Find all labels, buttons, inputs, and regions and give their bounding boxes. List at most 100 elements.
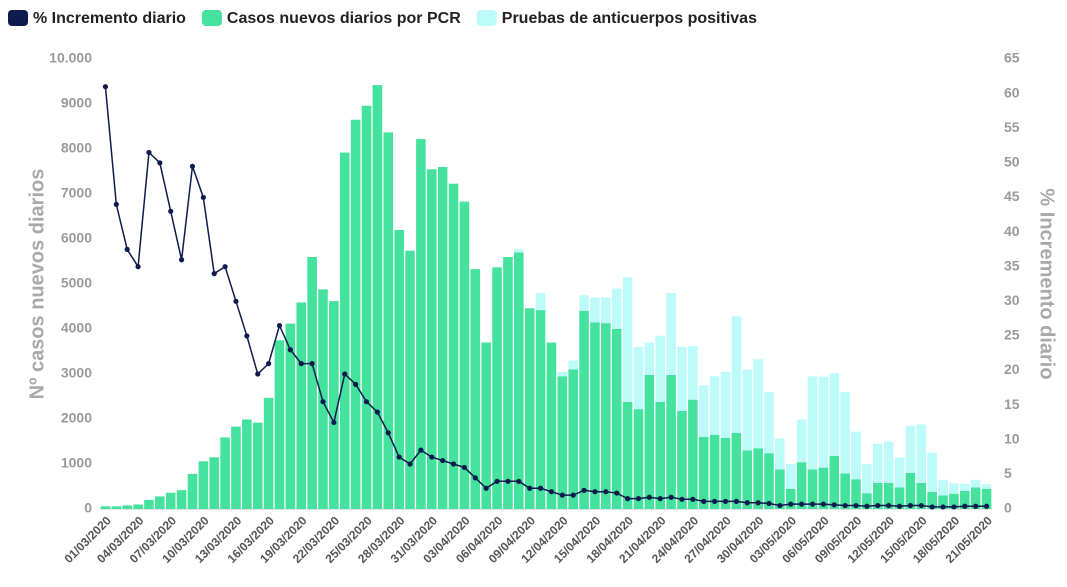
line-point bbox=[592, 489, 598, 495]
bar bbox=[133, 504, 143, 509]
line-point bbox=[809, 501, 816, 507]
legend-swatch bbox=[8, 10, 28, 26]
y2-tick-label: 65 bbox=[1004, 50, 1020, 66]
bar bbox=[927, 452, 937, 492]
bar bbox=[862, 464, 872, 494]
bar bbox=[916, 424, 927, 483]
bar bbox=[274, 340, 285, 509]
bar bbox=[785, 488, 796, 509]
bar bbox=[372, 85, 383, 509]
bar bbox=[155, 496, 165, 509]
y-tick-label: 5000 bbox=[61, 275, 92, 291]
bar bbox=[590, 297, 600, 323]
legend-swatch bbox=[476, 10, 497, 26]
bar bbox=[938, 495, 948, 509]
bar bbox=[416, 139, 426, 509]
bar bbox=[753, 448, 763, 509]
bar bbox=[905, 425, 916, 473]
y-tick-label: 0 bbox=[84, 500, 92, 516]
bar bbox=[514, 252, 524, 509]
line-point bbox=[603, 489, 609, 495]
bar bbox=[165, 492, 176, 509]
bar bbox=[524, 308, 535, 509]
bar bbox=[731, 316, 742, 433]
bar bbox=[633, 409, 644, 509]
line-point bbox=[472, 475, 478, 481]
line-point bbox=[331, 419, 337, 426]
bar bbox=[949, 493, 959, 509]
bar bbox=[970, 479, 981, 488]
bar bbox=[611, 288, 622, 329]
line-point bbox=[157, 160, 163, 166]
line-point bbox=[309, 361, 315, 367]
line-point bbox=[298, 361, 304, 367]
bar bbox=[883, 482, 894, 509]
bar bbox=[785, 464, 796, 489]
bar bbox=[775, 438, 785, 470]
y2-tick-label: 15 bbox=[1004, 396, 1020, 412]
bar bbox=[329, 301, 339, 509]
legend-label: Casos nuevos diarios por PCR bbox=[227, 10, 461, 27]
bar bbox=[742, 450, 753, 509]
line-point bbox=[864, 503, 870, 509]
y-tick-label: 3000 bbox=[61, 365, 92, 381]
line-point bbox=[635, 496, 642, 502]
y-tick-label: 2000 bbox=[61, 410, 92, 426]
bar bbox=[742, 369, 753, 451]
line-point bbox=[211, 271, 217, 277]
bar bbox=[829, 373, 840, 456]
bar bbox=[601, 297, 611, 324]
y2-tick-label: 5 bbox=[1004, 465, 1012, 481]
line-point bbox=[831, 502, 837, 508]
line-point bbox=[929, 504, 935, 510]
bar bbox=[927, 491, 937, 509]
line-point bbox=[614, 490, 620, 496]
bar bbox=[905, 473, 916, 509]
line-point bbox=[570, 492, 576, 498]
bar bbox=[514, 248, 524, 253]
bar bbox=[579, 311, 589, 509]
bar bbox=[111, 506, 122, 509]
bar bbox=[666, 293, 676, 375]
bar bbox=[644, 374, 655, 509]
bar bbox=[818, 467, 829, 509]
bar bbox=[100, 506, 111, 509]
bar bbox=[263, 397, 274, 509]
y-tick-label: 1000 bbox=[61, 455, 92, 471]
y2-axis-title: % Incremento diario bbox=[1036, 188, 1058, 379]
line-point bbox=[287, 347, 293, 353]
y2-tick-label: 55 bbox=[1004, 119, 1020, 135]
bar bbox=[894, 457, 905, 488]
bar bbox=[176, 490, 187, 509]
line-point bbox=[722, 498, 729, 504]
line-point bbox=[896, 503, 903, 509]
y2-tick-label: 35 bbox=[1004, 257, 1020, 273]
line-point bbox=[200, 194, 206, 201]
bar bbox=[622, 401, 633, 509]
line-point bbox=[842, 502, 848, 509]
line-point bbox=[342, 371, 348, 377]
bar bbox=[677, 347, 687, 411]
bar bbox=[339, 152, 350, 509]
bar bbox=[535, 310, 546, 509]
line-point bbox=[440, 457, 446, 464]
line-point bbox=[701, 498, 707, 504]
bar bbox=[764, 392, 774, 454]
y2-tick-label: 0 bbox=[1004, 500, 1012, 516]
line-point bbox=[429, 454, 435, 460]
y-tick-label: 8000 bbox=[61, 140, 92, 156]
y-tick-label: 4000 bbox=[61, 320, 92, 336]
bar bbox=[698, 385, 709, 437]
bar bbox=[688, 399, 698, 509]
line-point bbox=[940, 504, 946, 510]
bar bbox=[568, 360, 578, 370]
line-point bbox=[907, 502, 914, 509]
bar bbox=[709, 434, 720, 509]
line-point bbox=[222, 264, 228, 270]
bar bbox=[405, 250, 415, 509]
y2-tick-label: 20 bbox=[1004, 361, 1020, 377]
line-point bbox=[657, 496, 663, 502]
line-point bbox=[559, 492, 565, 498]
bar bbox=[894, 487, 905, 509]
